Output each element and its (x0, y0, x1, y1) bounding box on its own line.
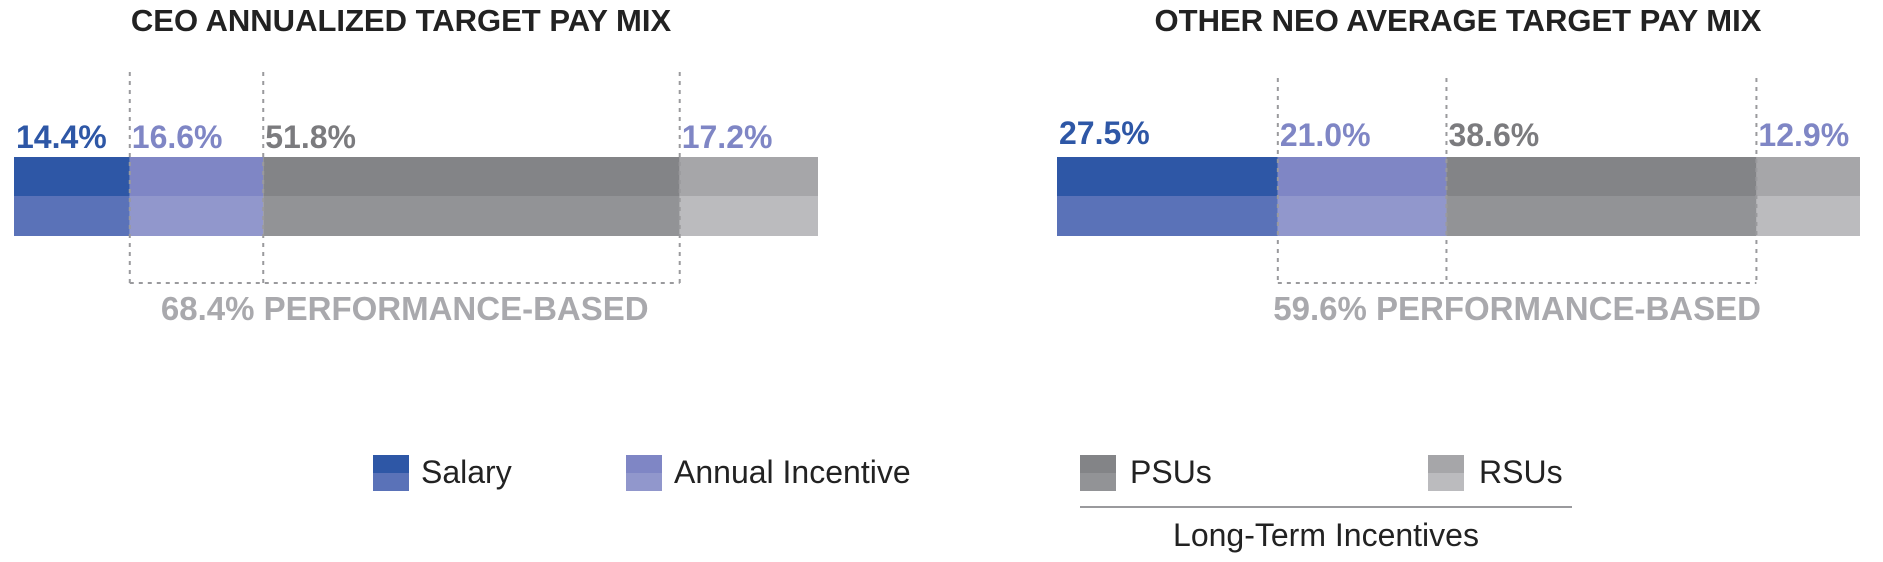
chart-title: OTHER NEO AVERAGE TARGET PAY MIX (1155, 3, 1762, 38)
data-label-annual-incentive: 21.0% (1280, 117, 1371, 153)
legend: Salary Annual Incentive PSUs RSUs Long-T… (373, 454, 1572, 553)
bar-segment-salary-bottom (14, 196, 130, 236)
legend-swatch-psu-bottom (1080, 473, 1116, 491)
bar-segment-annual-incentive-top (1277, 157, 1447, 196)
legend-item-psus: PSUs (1080, 454, 1212, 491)
legend-swatch-salary-top (373, 455, 409, 473)
ceo-pay-mix-chart: CEO ANNUALIZED TARGET PAY MIX 14.4% 16.6% 5… (14, 3, 818, 327)
bar-segment-salary-top (1057, 157, 1278, 196)
legend-swatch-annual-bottom (626, 473, 662, 491)
legend-label-annual-incentive: Annual Incentive (674, 454, 911, 490)
legend-item-annual-incentive: Annual Incentive (626, 454, 911, 491)
legend-label-psus: PSUs (1130, 454, 1212, 490)
legend-swatch-psu-top (1080, 455, 1116, 473)
bar-segment-rsus-bottom (1756, 196, 1860, 236)
bar-segment-annual-incentive-top (129, 157, 264, 196)
legend-item-rsus: RSUs (1428, 454, 1563, 491)
legend-label-rsus: RSUs (1479, 454, 1563, 490)
bar-segment-rsus-top (679, 157, 818, 196)
data-label-annual-incentive: 16.6% (132, 119, 223, 155)
data-label-rsus: 17.2% (682, 119, 773, 155)
data-label-psus: 51.8% (265, 119, 356, 155)
performance-based-label: 59.6% PERFORMANCE-BASED (1273, 290, 1761, 327)
legend-label-salary: Salary (421, 454, 512, 490)
legend-item-salary: Salary (373, 454, 512, 491)
bar-segment-psus-bottom (263, 196, 680, 236)
chart-title: CEO ANNUALIZED TARGET PAY MIX (131, 3, 672, 38)
legend-swatch-rsu-bottom (1428, 473, 1464, 491)
data-label-salary: 14.4% (16, 119, 107, 155)
neo-pay-mix-chart: OTHER NEO AVERAGE TARGET PAY MIX 27.5% 21.… (1057, 3, 1860, 327)
bar-segment-salary-top (14, 157, 130, 196)
legend-swatch-annual-top (626, 455, 662, 473)
performance-based-label: 68.4% PERFORMANCE-BASED (161, 290, 649, 327)
legend-swatch-rsu-top (1428, 455, 1464, 473)
data-label-psus: 38.6% (1448, 117, 1539, 153)
legend-swatch-salary-bottom (373, 473, 409, 491)
bar-segment-salary-bottom (1057, 196, 1278, 236)
bar-segment-rsus-top (1756, 157, 1860, 196)
data-label-salary: 27.5% (1059, 115, 1150, 151)
legend-group-label: Long-Term Incentives (1173, 517, 1479, 553)
bar-segment-psus-bottom (1446, 196, 1757, 236)
data-label-rsus: 12.9% (1758, 117, 1849, 153)
bar-segment-annual-incentive-bottom (1277, 196, 1447, 236)
bar-segment-psus-top (1446, 157, 1757, 196)
bar-segment-rsus-bottom (679, 196, 818, 236)
bar-segment-annual-incentive-bottom (129, 196, 264, 236)
bar-segment-psus-top (263, 157, 680, 196)
